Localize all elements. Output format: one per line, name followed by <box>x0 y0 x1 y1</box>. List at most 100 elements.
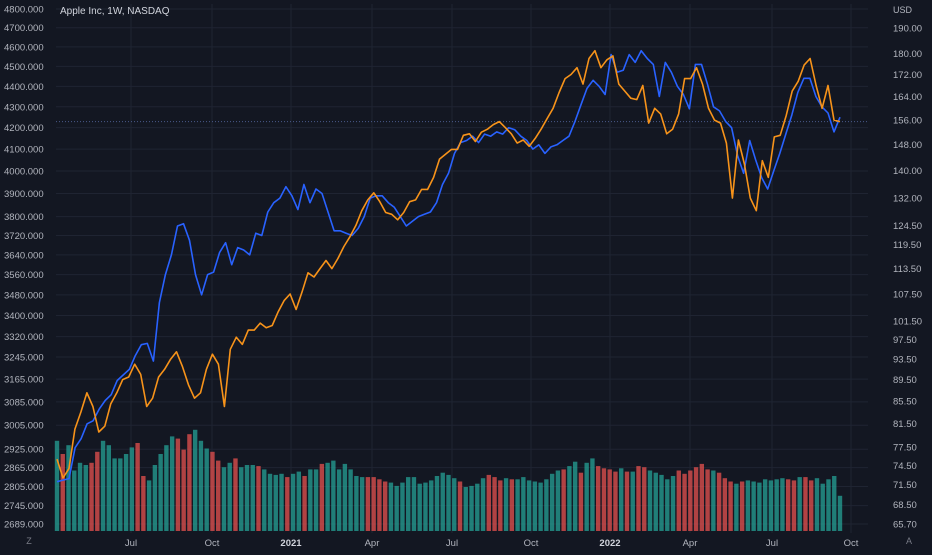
volume-bar <box>313 469 319 531</box>
volume-bar <box>486 474 491 531</box>
left-tick-label: 4400.000 <box>4 82 44 93</box>
volume-bar <box>642 467 647 531</box>
volume-bar <box>751 481 756 531</box>
volume-bar <box>791 480 797 531</box>
volume-bar <box>181 449 186 531</box>
x-tick-label: Jul <box>125 538 137 549</box>
volume-bar <box>452 478 457 531</box>
left-tick-label: 4500.000 <box>4 62 44 73</box>
volume-bar <box>768 480 774 531</box>
left-tick-label: 4000.000 <box>4 167 44 178</box>
left-tick-label: 3245.000 <box>4 352 44 363</box>
left-scale-button[interactable]: Z <box>26 536 32 546</box>
x-tick-label: Jul <box>446 538 458 549</box>
left-tick-label: 3085.000 <box>4 397 44 408</box>
right-tick-label: 81.50 <box>893 419 917 430</box>
left-tick-label: 3640.000 <box>4 250 44 261</box>
left-tick-label: 4600.000 <box>4 42 44 53</box>
volume-bar <box>331 460 336 531</box>
left-tick-label: 4100.000 <box>4 145 44 156</box>
right-tick-label: 97.50 <box>893 335 917 346</box>
volume-bar <box>54 440 60 531</box>
volume-bar <box>549 473 555 531</box>
volume-bar <box>198 440 204 531</box>
volume-bar <box>711 470 716 531</box>
volume-bar <box>624 471 630 531</box>
volume-bar <box>832 476 837 531</box>
volume-bar <box>578 472 584 531</box>
volume-bar <box>359 477 365 531</box>
volume-bar <box>210 451 215 531</box>
left-tick-label: 4700.000 <box>4 23 44 34</box>
volume-bar <box>446 474 451 531</box>
left-tick-label: 3005.000 <box>4 421 44 432</box>
volume-bar <box>169 436 175 531</box>
volume-bar <box>106 445 112 531</box>
x-axis[interactable]: Jul Oct 2021 Apr Jul Oct 2022 Apr Jul Oct <box>125 538 859 549</box>
volume-bar <box>417 483 422 531</box>
x-tick-label: Oct <box>844 538 859 549</box>
chart-title: Apple Inc, 1W, NASDAQ <box>60 6 170 17</box>
x-tick-label: 2021 <box>280 538 302 549</box>
x-tick-label: Apr <box>683 538 698 549</box>
volume-bar <box>728 481 733 531</box>
left-tick-label: 3900.000 <box>4 189 44 200</box>
volume-bar <box>797 477 802 531</box>
volume-bar <box>601 468 607 531</box>
volume-bar <box>400 482 405 531</box>
volume-bar <box>434 476 440 531</box>
volume-bar <box>682 473 687 531</box>
left-tick-label: 3165.000 <box>4 375 44 386</box>
volume-bar <box>670 476 676 531</box>
x-tick-label: 2022 <box>599 538 620 549</box>
volume-bar <box>809 480 814 531</box>
volume-bar <box>526 480 532 531</box>
volume-bar <box>647 470 653 531</box>
volume-bar <box>118 458 123 531</box>
volume-bar <box>515 479 520 531</box>
volume-bar <box>803 477 808 531</box>
volume-bar <box>584 462 589 531</box>
right-tick-label: 132.00 <box>893 194 922 205</box>
volume-bar <box>734 483 739 531</box>
left-tick-label: 2925.000 <box>4 445 44 456</box>
volume-bar <box>244 465 250 531</box>
volume-bar <box>705 469 710 531</box>
left-tick-label: 4300.000 <box>4 102 44 113</box>
volume-bar <box>619 468 624 531</box>
right-tick-label: 85.50 <box>893 396 917 407</box>
volume-bar <box>382 481 388 531</box>
right-tick-label: 101.50 <box>893 316 922 327</box>
auto-scale-button[interactable]: A <box>905 536 912 546</box>
left-axis[interactable]: 4800.000 4700.000 4600.000 4500.000 4400.000… <box>4 5 44 531</box>
volume-bar <box>135 443 140 531</box>
volume-bar <box>158 454 163 531</box>
volume-bar <box>377 479 382 531</box>
right-tick-label: 156.00 <box>893 116 922 127</box>
volume-bar <box>406 477 411 531</box>
volume-bar <box>665 479 670 531</box>
right-axis[interactable]: 190.00 180.00 172.00 164.00 156.00 148.00 140.… <box>893 24 922 531</box>
x-tick-label: Oct <box>524 538 539 549</box>
volume-bar <box>785 479 791 531</box>
index-series-line <box>56 49 841 483</box>
volume-bar <box>296 471 301 531</box>
volume-bar <box>521 477 526 531</box>
right-tick-label: 77.50 <box>893 442 917 453</box>
volume-bar <box>95 451 100 531</box>
volume-bar <box>814 478 820 531</box>
volume-bar <box>503 478 509 531</box>
volume-bar <box>630 471 635 531</box>
volume-bar <box>837 495 843 531</box>
right-tick-label: 172.00 <box>893 70 922 81</box>
volume-bar <box>72 470 77 531</box>
volume-bar <box>256 466 261 531</box>
volume-bar <box>475 483 480 531</box>
volume-bar <box>532 481 538 531</box>
volume-bar <box>336 469 342 531</box>
volume-bar <box>129 447 135 531</box>
volume-bar <box>239 467 244 531</box>
volume-bar <box>112 458 117 531</box>
